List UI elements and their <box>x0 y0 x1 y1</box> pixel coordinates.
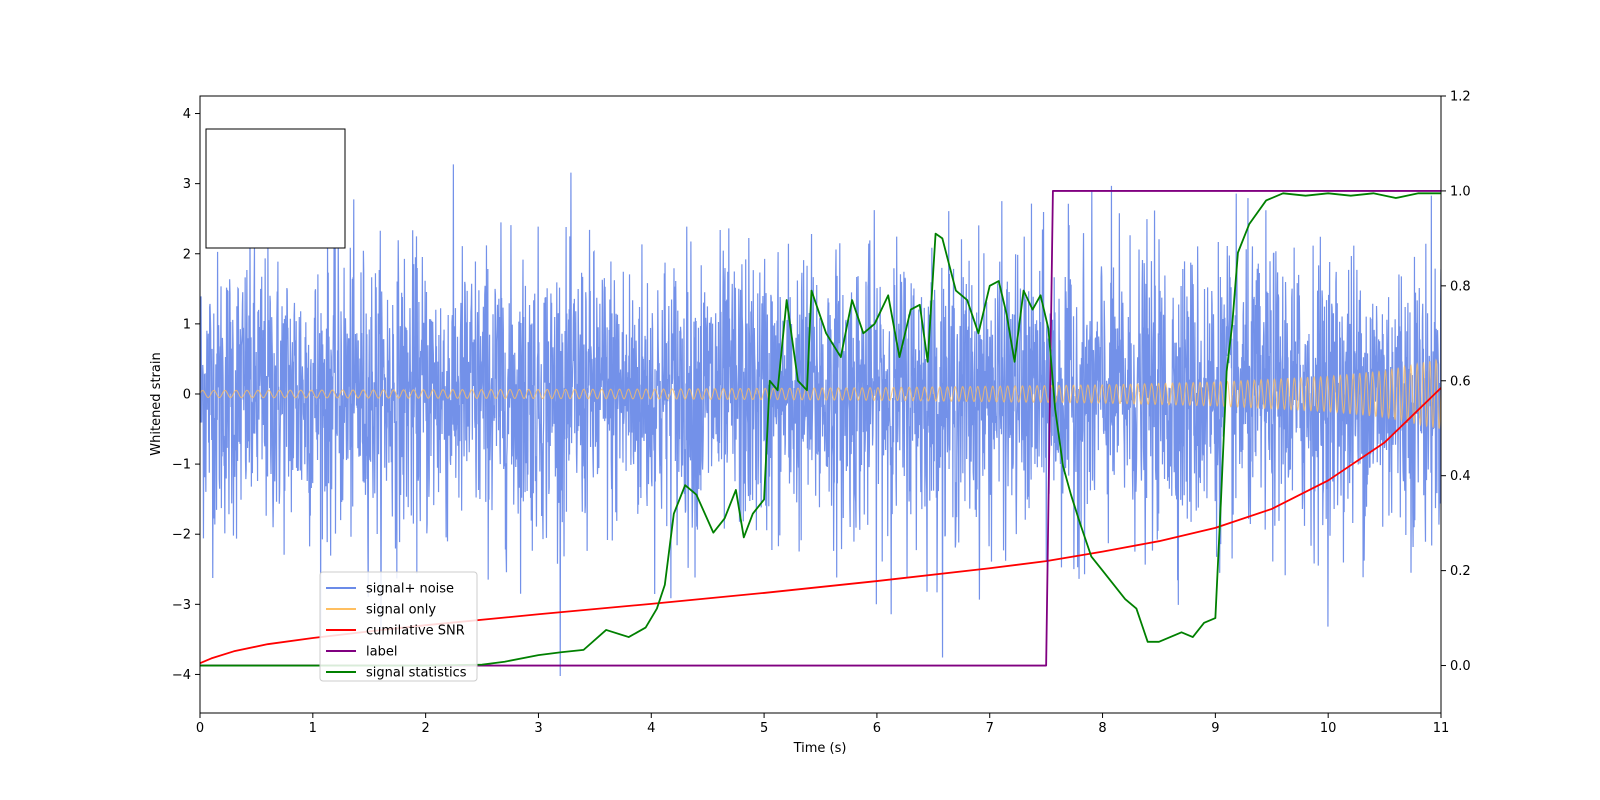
y-axis-label: Whitened strain <box>149 352 164 455</box>
y-tick-label: 2 <box>183 247 191 262</box>
legend-entry: cumilative SNR <box>326 624 465 639</box>
series-signal-statistics <box>200 192 1441 667</box>
y-tick-label: −1 <box>172 458 191 473</box>
x-tick-label: 8 <box>1098 721 1106 736</box>
x-tick-label: 6 <box>873 721 881 736</box>
x-tick-label: 11 <box>1433 721 1450 736</box>
legend-frame <box>319 571 478 682</box>
legend-label: signal statistics <box>366 666 467 681</box>
x-tick-label: 2 <box>421 721 429 736</box>
y-tick-label: 4 <box>183 107 191 122</box>
series-signal-only <box>200 358 1441 429</box>
series-cumilative-snr <box>200 387 1441 664</box>
y2-tick-label: 0.0 <box>1450 659 1471 674</box>
x-tick-label: 10 <box>1320 721 1337 736</box>
y2-tick-label: 1.2 <box>1450 90 1471 105</box>
info-box: SNRopt=18.5Mc=6.74SNRMF=[18.55]CSNR=18.5… <box>205 128 346 249</box>
plot-frame <box>199 95 1442 714</box>
legend-entry: label <box>326 645 397 660</box>
y-tick-label: 3 <box>183 177 191 192</box>
x-tick-label: 1 <box>309 721 317 736</box>
y2-tick-label: 0.2 <box>1450 564 1471 579</box>
y-tick-label: 0 <box>183 387 191 402</box>
legend-label: signal only <box>366 603 436 618</box>
y-axis-right: 0.0 0.2 0.4 0.6 0.8 1.0 1.2 <box>1441 90 1471 674</box>
y2-tick-label: 1.0 <box>1450 184 1471 199</box>
plot-area <box>200 164 1441 676</box>
legend-entry: signal+ noise <box>326 582 454 597</box>
y2-tick-label: 0.8 <box>1450 279 1471 294</box>
x-axis-label: Time (s) <box>793 741 847 756</box>
legend: signal+ noise signal only cumilative SNR la… <box>319 571 478 682</box>
y-tick-label: −4 <box>172 668 191 683</box>
x-axis: 0 1 2 3 4 5 6 7 8 9 10 11 <box>196 713 1449 736</box>
legend-label: label <box>366 645 397 660</box>
x-tick-label: 4 <box>647 721 655 736</box>
info-box-frame <box>205 128 346 249</box>
x-tick-label: 0 <box>196 721 204 736</box>
legend-entry: signal only <box>326 603 436 618</box>
y-tick-label: −2 <box>172 528 191 543</box>
legend-entry: signal statistics <box>326 666 467 681</box>
x-tick-label: 3 <box>534 721 542 736</box>
legend-label: cumilative SNR <box>366 624 465 639</box>
x-tick-label: 9 <box>1211 721 1219 736</box>
y-axis-left: −4 −3 −2 −1 0 1 2 3 4 <box>172 107 200 683</box>
y-tick-label: −3 <box>172 598 191 613</box>
x-tick-label: 5 <box>760 721 768 736</box>
legend-label: signal+ noise <box>366 582 454 597</box>
y2-tick-label: 0.4 <box>1450 469 1471 484</box>
series-label <box>200 190 1441 667</box>
x-tick-label: 7 <box>986 721 994 736</box>
series-signal-noise <box>200 164 1441 676</box>
y2-tick-label: 0.6 <box>1450 374 1471 389</box>
y-tick-label: 1 <box>183 317 191 332</box>
